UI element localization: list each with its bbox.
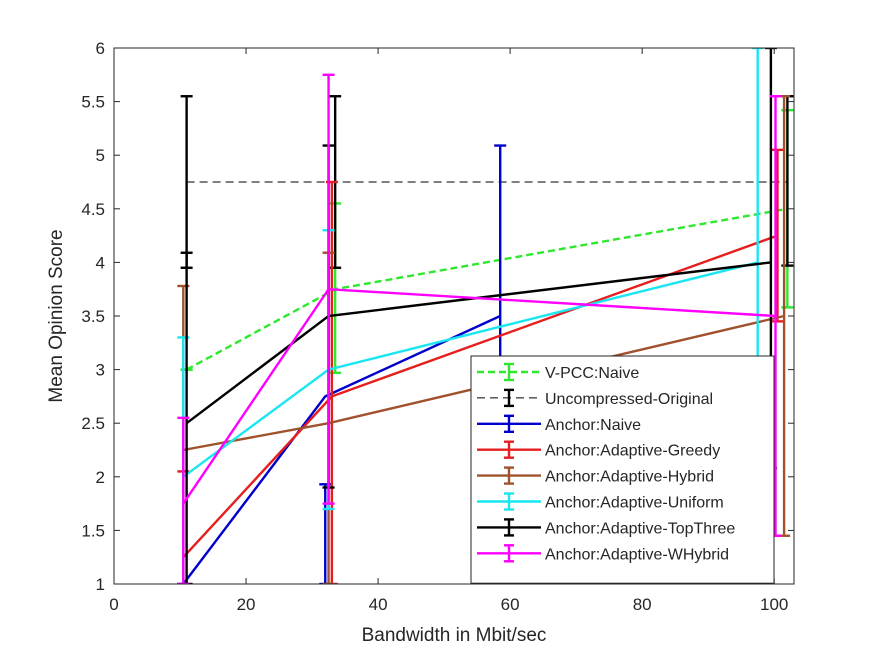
legend-entry: V-PCC:Naive (477, 362, 639, 382)
x-tick-label: 80 (633, 595, 652, 614)
legend-entry: Anchor:Adaptive-Hybrid (477, 466, 714, 486)
legend-label: Uncompressed-Original (545, 391, 713, 408)
y-tick-label: 2.5 (81, 414, 105, 433)
legend-label: Anchor:Adaptive-Uniform (545, 495, 724, 512)
y-tick-label: 3 (96, 361, 105, 380)
legend-entry: Uncompressed-Original (477, 388, 713, 408)
y-tick-label: 1 (96, 575, 105, 594)
legend-entry: Anchor:Adaptive-Uniform (477, 492, 724, 512)
legend: V-PCC:Naive Uncompressed-Original Anchor:N… (470, 355, 775, 584)
y-tick-label: 5.5 (81, 93, 105, 112)
y-tick-label: 5 (96, 146, 105, 165)
x-tick-label: 100 (760, 595, 788, 614)
x-tick-label: 0 (109, 595, 118, 614)
legend-entry: Anchor:Adaptive-TopThree (477, 518, 735, 537)
x-tick-label: 40 (369, 595, 388, 614)
y-tick-label: 1.5 (81, 521, 105, 540)
legend-box (470, 355, 775, 584)
legend-label: Anchor:Adaptive-Greedy (545, 443, 720, 460)
y-tick-label: 3.5 (81, 307, 105, 326)
y-tick-label: 6 (96, 39, 105, 58)
legend-label: V-PCC:Naive (545, 365, 639, 382)
y-tick-label: 2 (96, 468, 105, 487)
legend-label: Anchor:Adaptive-TopThree (545, 520, 735, 537)
x-tick-label: 20 (237, 595, 256, 614)
x-axis-title: Bandwidth in Mbit/sec (362, 625, 547, 646)
x-tick-label: 60 (501, 595, 520, 614)
y-tick-label: 4 (96, 253, 105, 272)
legend-entry: Anchor:Naive (477, 414, 641, 434)
legend-label: Anchor:Naive (545, 417, 641, 434)
legend-entry: Anchor:Adaptive-Greedy (477, 440, 720, 460)
y-axis-title: Mean Opinion Score (46, 229, 67, 402)
y-tick-label: 4.5 (81, 200, 105, 219)
series-anchor-adaptive-whybrid (177, 73, 782, 584)
legend-entry: Anchor:Adaptive-WHybrid (477, 544, 729, 563)
legend-label: Anchor:Adaptive-WHybrid (545, 546, 729, 563)
legend-label: Anchor:Adaptive-Hybrid (545, 469, 714, 486)
